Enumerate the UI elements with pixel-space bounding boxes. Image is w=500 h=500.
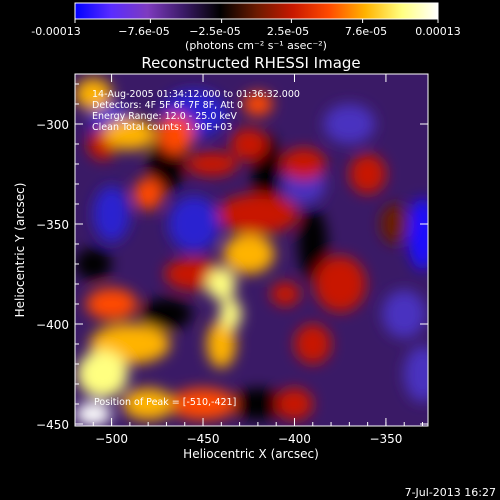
x-tick-label: −400 (278, 432, 311, 446)
heatmap-feature (298, 208, 328, 280)
heatmap-feature (140, 298, 193, 330)
x-axis-label: Heliocentric X (arcsec) (183, 447, 319, 461)
colorbar-tick-label: −2.5e-05 (189, 25, 240, 38)
heatmap-feature (170, 388, 236, 420)
colorbar-tick-label: 0.00013 (415, 25, 461, 38)
heatmap-feature (104, 118, 156, 150)
colorbar-tick-label: 7.6e-05 (345, 25, 387, 38)
annotation-detectors: Detectors: 4F 5F 6F 7F 8F, Att 0 (92, 100, 243, 111)
heatmap-feature (157, 114, 194, 154)
heatmap-feature (75, 248, 112, 280)
heatmap-feature (122, 388, 174, 420)
heatmap-feature (186, 152, 238, 176)
heatmap-feature (219, 298, 242, 330)
heatmap-feature (133, 178, 163, 210)
heatmap-feature (407, 198, 428, 270)
heatmap-feature (380, 204, 410, 244)
heatmap-feature (168, 196, 220, 252)
heatmap-feature (75, 78, 112, 110)
heatmap-feature (76, 350, 129, 398)
heatmap-feature (404, 346, 428, 402)
y-tick-label: −450 (36, 418, 69, 432)
heatmap-feature (75, 402, 112, 426)
heatmap-feature (314, 256, 366, 312)
heatmap-feature (232, 388, 284, 420)
colorbar (74, 2, 439, 20)
heatmap-feature (276, 388, 313, 420)
render-date: 7‑Jul‑2013 16:27 (405, 486, 496, 499)
annotation-total-counts: Clean Total counts: 1.90E+03 (92, 122, 232, 133)
heatmap-feature (217, 194, 299, 234)
x-tick-label: −450 (187, 432, 220, 446)
colorbar-ticks (74, 19, 439, 23)
heatmap-feature (93, 186, 130, 242)
annotation-time-range: 14‑Aug‑2005 01:34:12.000 to 01:36:32.000 (92, 89, 300, 100)
heatmap-feature (243, 92, 273, 116)
annotation-peak-position: Position of Peak = [‑510,‑421] (94, 397, 236, 408)
heatmap-feature (85, 288, 138, 320)
colorbar-tick-label: -0.00013 (31, 25, 80, 38)
heatmap-feature (323, 104, 375, 144)
heatmap-feature (206, 320, 236, 368)
heatmap-feature (281, 148, 326, 180)
plot-frame (74, 73, 429, 427)
y-tick-label: −400 (36, 318, 69, 332)
heatmap-feature (230, 128, 268, 160)
heatmap-feature (294, 324, 332, 364)
heatmap-feature (223, 234, 275, 274)
colorbar-tick-label: 2.5e-05 (267, 25, 309, 38)
y-tick-label: −350 (36, 218, 69, 232)
axes: −500 −450 −400 −350 −300 −350 −400 −450 (36, 74, 428, 446)
colorbar-unit-label: (photons cm⁻² s⁻¹ asec⁻²) (185, 39, 327, 52)
x-tick-label: −500 (95, 432, 128, 446)
chart-title: Reconstructed RHESSI Image (141, 54, 360, 72)
x-tick-label: −350 (369, 432, 402, 446)
y-axis-label: Heliocentric Y (arcsec) (13, 183, 27, 318)
heatmap-image (75, 74, 428, 426)
annotation-energy-range: Energy Range: 12.0 ‑ 25.0 keV (92, 111, 237, 122)
y-tick-label: −300 (36, 118, 69, 132)
colorbar-tick-label: −7.6e-05 (118, 25, 169, 38)
heatmap-feature (349, 154, 386, 194)
heatmap-feature (270, 282, 300, 306)
heatmap-feature (206, 268, 236, 300)
heatmap-feature (382, 290, 427, 338)
